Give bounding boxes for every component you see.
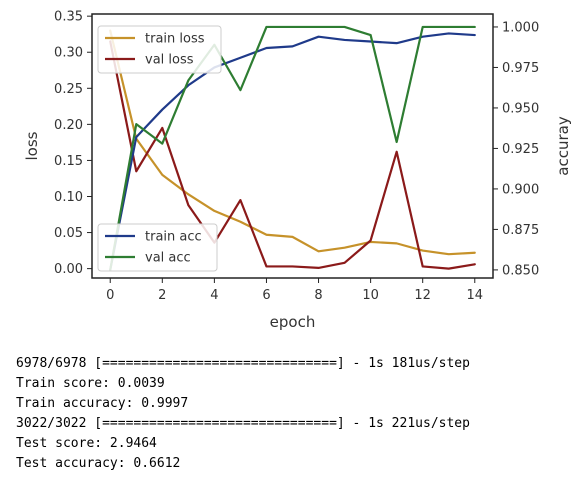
legend-label-val-loss: val loss	[145, 53, 194, 68]
console-line-progress-test: 3022/3022 [=============================…	[16, 416, 470, 431]
training-history-chart: 0 2 4 6 8 10 12 14 0.00 0.05 0.10 0.15 0.20 0.25 0.30 0…	[23, 10, 572, 331]
y-right-tick-label: 0.950	[502, 101, 539, 116]
y-right-tick-label: 0.975	[502, 61, 539, 76]
legend-label-val-acc: val acc	[145, 251, 191, 266]
x-tick-label: 4	[210, 288, 218, 303]
x-tick-label: 0	[106, 288, 114, 303]
legend-acc: train acc val acc	[97, 223, 218, 272]
y-left-tick-label: 0.00	[54, 262, 83, 277]
y-right-tick-label: 0.900	[502, 182, 539, 197]
y-left-tick-label: 0.05	[54, 226, 83, 241]
y-right-tick-label: 0.850	[502, 263, 539, 278]
y-left-tick-label: 0.25	[54, 82, 83, 97]
x-tick-label: 10	[362, 288, 379, 303]
train-acc-line	[109, 32, 476, 272]
console-output: 6978/6978 [=============================…	[16, 354, 576, 474]
x-axis-label: epoch	[270, 313, 316, 331]
console-line-progress-train: 6978/6978 [=============================…	[16, 356, 470, 371]
x-tick-label: 8	[314, 288, 322, 303]
y-left-tick-label: 0.30	[54, 46, 83, 61]
y-axis-right-label: accuray	[554, 116, 572, 176]
console-line-test-accuracy: Test accuracy: 0.6612	[16, 456, 181, 471]
legend-label-train-acc: train acc	[145, 230, 202, 245]
console-line-train-score: Train score: 0.0039	[16, 376, 165, 391]
y-right-tick-label: 1.000	[502, 20, 539, 35]
legend-loss: train loss val loss	[97, 25, 222, 74]
y-left-tick-label: 0.20	[54, 118, 83, 133]
x-tick-label: 12	[414, 288, 431, 303]
legend-label-train-loss: train loss	[145, 32, 205, 47]
y-left-tick-label: 0.10	[54, 190, 83, 205]
chart-canvas: 0 2 4 6 8 10 12 14 0.00 0.05 0.10 0.15 0.20 0.25 0.30 0…	[23, 10, 572, 331]
console-line-train-accuracy: Train accuracy: 0.9997	[16, 396, 189, 411]
console-line-test-score: Test score: 2.9464	[16, 436, 157, 451]
y-right-tick-label: 0.875	[502, 223, 539, 238]
y-right-tick-label: 0.925	[502, 142, 539, 157]
plot-frame	[91, 13, 494, 279]
x-tick-label: 14	[466, 288, 483, 303]
val-acc-line	[109, 25, 476, 272]
x-tick-label: 2	[158, 288, 166, 303]
val-loss-line	[109, 40, 476, 270]
y-left-tick-label: 0.35	[54, 10, 83, 25]
y-axis-left-label: loss	[23, 131, 41, 160]
train-loss-line	[109, 29, 476, 256]
x-tick-label: 6	[262, 288, 270, 303]
y-left-tick-label: 0.15	[54, 154, 83, 169]
